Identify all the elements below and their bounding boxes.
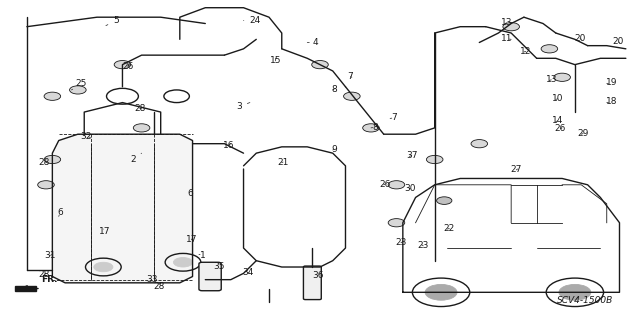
Polygon shape — [15, 286, 36, 291]
Text: 36: 36 — [312, 271, 324, 280]
Text: 26: 26 — [380, 180, 390, 189]
Circle shape — [114, 61, 131, 69]
Text: 20: 20 — [574, 34, 586, 43]
Circle shape — [388, 181, 404, 189]
FancyBboxPatch shape — [303, 266, 321, 300]
Circle shape — [344, 92, 360, 100]
Text: 14: 14 — [552, 116, 563, 125]
Text: 23: 23 — [396, 238, 406, 247]
Text: 32: 32 — [81, 132, 92, 141]
Text: 13: 13 — [501, 19, 513, 27]
Text: 13: 13 — [545, 75, 557, 84]
Circle shape — [44, 92, 61, 100]
Polygon shape — [52, 134, 193, 283]
Circle shape — [541, 45, 557, 53]
Text: 28: 28 — [38, 270, 50, 279]
Text: 6: 6 — [57, 208, 63, 217]
Circle shape — [70, 86, 86, 94]
Text: 24: 24 — [244, 16, 260, 25]
Text: 21: 21 — [277, 158, 289, 167]
Text: SCV4-1500B: SCV4-1500B — [557, 296, 613, 305]
Text: 22: 22 — [444, 224, 455, 233]
Text: 28: 28 — [134, 104, 145, 113]
Text: 31: 31 — [45, 251, 56, 260]
Text: 35: 35 — [214, 262, 225, 271]
Text: 6: 6 — [188, 189, 193, 198]
Text: 5: 5 — [106, 17, 119, 26]
Circle shape — [559, 285, 591, 300]
Text: 7: 7 — [348, 72, 353, 81]
Text: 25: 25 — [72, 79, 87, 90]
Circle shape — [436, 197, 452, 204]
Text: 28: 28 — [153, 282, 164, 292]
Text: 20: 20 — [612, 37, 624, 46]
Circle shape — [94, 262, 113, 272]
Text: 9: 9 — [331, 145, 337, 154]
Text: 10: 10 — [552, 94, 563, 103]
Text: 34: 34 — [243, 268, 253, 277]
Text: 29: 29 — [577, 129, 589, 138]
Circle shape — [554, 73, 570, 81]
FancyBboxPatch shape — [199, 262, 221, 291]
Circle shape — [363, 124, 380, 132]
Text: 26: 26 — [554, 124, 566, 133]
Text: 28: 28 — [38, 158, 50, 167]
Text: 19: 19 — [605, 78, 617, 87]
Circle shape — [426, 155, 443, 164]
Text: 1: 1 — [199, 251, 205, 260]
Circle shape — [38, 181, 54, 189]
Text: 11: 11 — [501, 34, 513, 43]
Text: 8: 8 — [331, 85, 337, 94]
Text: 23: 23 — [417, 241, 429, 250]
Text: 2: 2 — [131, 153, 141, 164]
Text: 3: 3 — [236, 102, 250, 111]
Text: 26: 26 — [122, 62, 133, 71]
Text: 33: 33 — [147, 275, 158, 284]
Circle shape — [173, 257, 193, 267]
Text: 37: 37 — [406, 151, 417, 160]
Circle shape — [471, 140, 488, 148]
Text: 7: 7 — [390, 113, 397, 122]
Text: 17: 17 — [99, 227, 110, 236]
Text: 17: 17 — [186, 235, 197, 244]
Text: 27: 27 — [511, 166, 522, 174]
Circle shape — [425, 285, 457, 300]
Text: 15: 15 — [269, 56, 281, 65]
Text: 4: 4 — [307, 38, 317, 47]
Text: 18: 18 — [605, 97, 617, 107]
Circle shape — [388, 219, 404, 227]
Text: FR.: FR. — [41, 275, 58, 285]
Text: 12: 12 — [520, 47, 531, 56]
Text: 30: 30 — [404, 184, 416, 193]
Circle shape — [312, 61, 328, 69]
Text: 16: 16 — [223, 141, 235, 150]
Circle shape — [503, 23, 520, 31]
Circle shape — [133, 124, 150, 132]
Circle shape — [44, 155, 61, 164]
Text: 8: 8 — [371, 123, 378, 132]
